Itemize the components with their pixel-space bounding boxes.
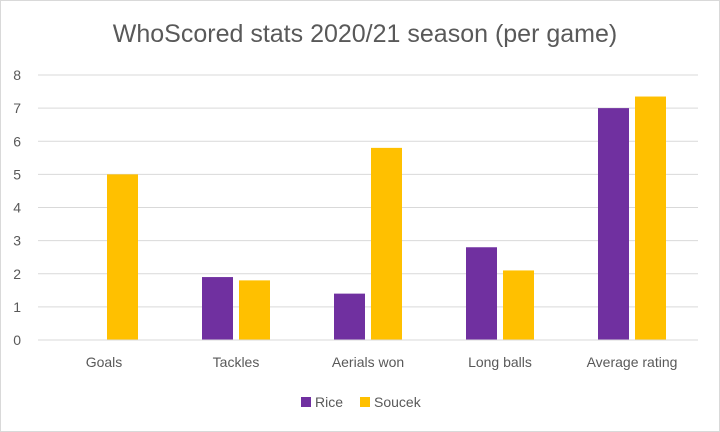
y-tick-label: 3 (13, 233, 21, 249)
bar-rice-2 (334, 293, 365, 340)
y-tick-label: 7 (13, 100, 21, 116)
bar-rice-4 (598, 108, 629, 340)
y-tick-label: 2 (13, 266, 21, 282)
bar-rice-1 (202, 277, 233, 340)
x-category-label: Tackles (213, 354, 260, 370)
y-tick-label: 8 (13, 67, 21, 83)
y-axis-ticks: 0 1 2 3 4 5 6 7 8 (13, 67, 21, 348)
legend-swatch-rice (301, 397, 311, 407)
bar-soucek-4 (635, 96, 666, 340)
chart-title: WhoScored stats 2020/21 season (per game… (113, 20, 617, 48)
bar-soucek-2 (371, 147, 402, 340)
x-category-label: Average rating (587, 354, 678, 370)
legend-label-soucek: Soucek (374, 394, 422, 410)
x-category-label: Long balls (468, 354, 532, 370)
x-axis-categories: Goals Tackles Aerials won Long balls Average… (86, 354, 678, 370)
bar-rice-3 (466, 247, 497, 340)
y-tick-label: 0 (13, 332, 21, 348)
x-category-label: Goals (86, 354, 123, 370)
bar-soucek-3 (503, 270, 534, 340)
x-category-label: Aerials won (332, 354, 404, 370)
bar-soucek-1 (239, 280, 270, 340)
legend-swatch-soucek (360, 397, 370, 407)
y-tick-label: 4 (13, 200, 21, 216)
gridlines (38, 74, 698, 308)
bars (107, 96, 666, 340)
y-tick-label: 6 (13, 133, 21, 149)
bar-soucek-0 (107, 174, 138, 340)
y-tick-label: 1 (13, 299, 21, 315)
y-tick-label: 5 (13, 166, 21, 182)
legend-label-rice: Rice (315, 394, 343, 410)
legend: Rice Soucek (301, 394, 422, 410)
